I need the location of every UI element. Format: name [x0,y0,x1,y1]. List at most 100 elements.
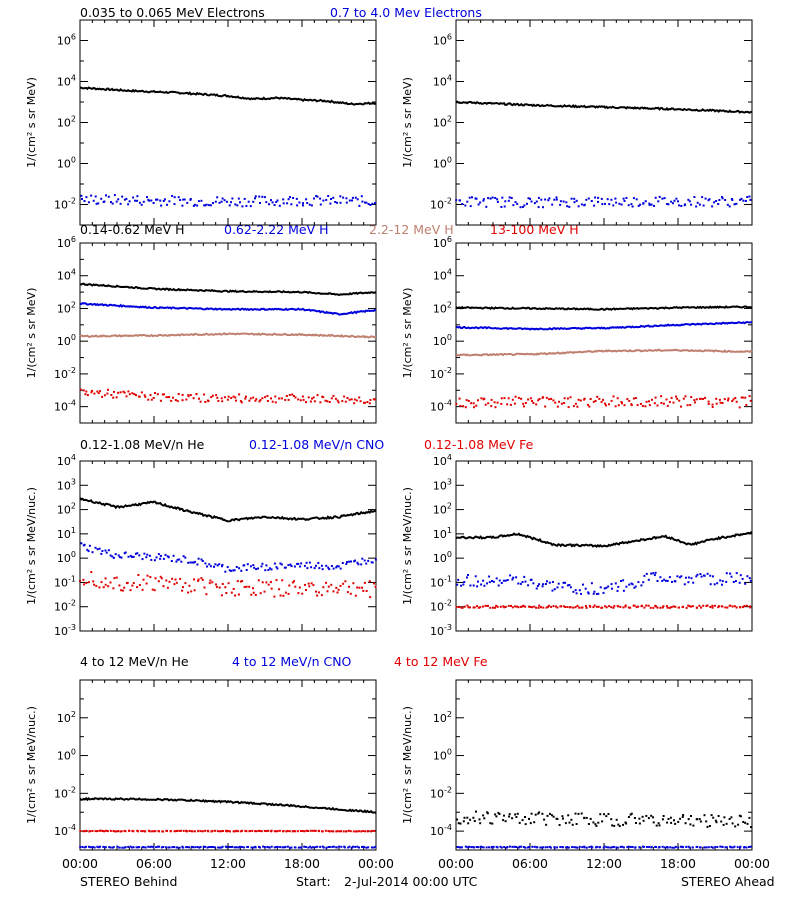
data-point [279,562,282,565]
data-point [533,821,536,824]
data-point [717,203,720,205]
data-point [721,196,723,199]
data-point [307,846,310,849]
data-point [721,197,724,200]
data-point [300,846,303,849]
data-point [223,396,226,399]
data-point [112,830,115,832]
data-point [588,846,591,849]
data-point [529,197,532,200]
data-point [193,589,196,592]
data-point [210,396,213,399]
data-point [100,552,103,555]
data-point [675,395,677,398]
data-point [220,200,223,203]
data-point [641,604,643,607]
data-point [555,605,557,608]
data-point [249,565,252,568]
data-point [265,201,268,204]
data-point [647,604,650,607]
data-point [736,846,739,849]
data-point [670,200,673,203]
data-point [719,579,722,582]
data-point [572,405,575,408]
data-point [496,605,499,608]
data-point [344,400,347,403]
data-point [225,830,228,833]
y-tick-label: 104 [57,268,76,283]
data-point [215,394,218,397]
data-point [526,846,529,849]
data-point [127,390,130,393]
data-point [165,396,168,399]
data-point [687,604,690,607]
data-point [585,606,588,609]
data-point [680,575,683,578]
data-point [483,817,486,820]
data-point [460,606,463,609]
data-point [622,823,624,826]
data-point [356,198,359,201]
data-point [221,845,224,848]
data-point [233,569,236,572]
data-point [159,557,162,560]
data-point [556,586,559,589]
y-tick-label: 103 [57,477,76,492]
data-point [288,394,291,396]
data-point [486,582,488,585]
data-point [468,196,471,199]
data-point [724,199,727,201]
data-point [630,203,633,206]
data-point [671,580,673,583]
data-point [455,606,458,609]
data-point [309,400,312,403]
data-point [207,830,210,833]
data-point [742,821,745,823]
data-point [509,574,512,577]
data-point [284,591,287,594]
data-point [126,581,129,584]
series-1 [80,194,376,208]
data-point [593,590,596,593]
data-point [117,391,120,394]
data-point [595,845,598,848]
data-point [521,206,524,208]
data-point [110,201,112,204]
data-point [515,846,518,848]
data-point [661,606,664,609]
data-point [137,574,140,576]
data-point [699,573,702,575]
data-point [358,396,361,399]
data-point [160,577,163,580]
series-line [79,796,377,814]
data-point [167,556,170,559]
data-point [504,605,507,608]
data-point [727,397,730,400]
data-point [574,846,577,849]
data-point [189,561,192,564]
data-point [293,565,296,568]
data-point [654,396,657,399]
data-point [723,816,726,819]
data-point [249,830,251,832]
data-point [339,567,342,570]
data-point [322,396,325,399]
data-point [160,846,163,849]
data-point [469,205,472,208]
data-point [658,195,661,198]
data-point [603,813,605,816]
data-point [268,567,271,570]
data-point [119,202,122,205]
y-axis-label: 1/(cm² s sr MeV/nuc.) [401,487,414,605]
data-point [540,198,543,201]
y-tick-label: 106 [57,33,76,48]
data-point [666,404,669,407]
data-point [630,403,633,406]
data-point [136,195,139,198]
data-point [357,563,360,566]
data-point [177,393,180,395]
y-axis-label: 1/(cm² s sr MeV) [25,77,38,168]
data-point [721,580,724,583]
data-point [104,846,107,849]
data-point [639,402,642,405]
